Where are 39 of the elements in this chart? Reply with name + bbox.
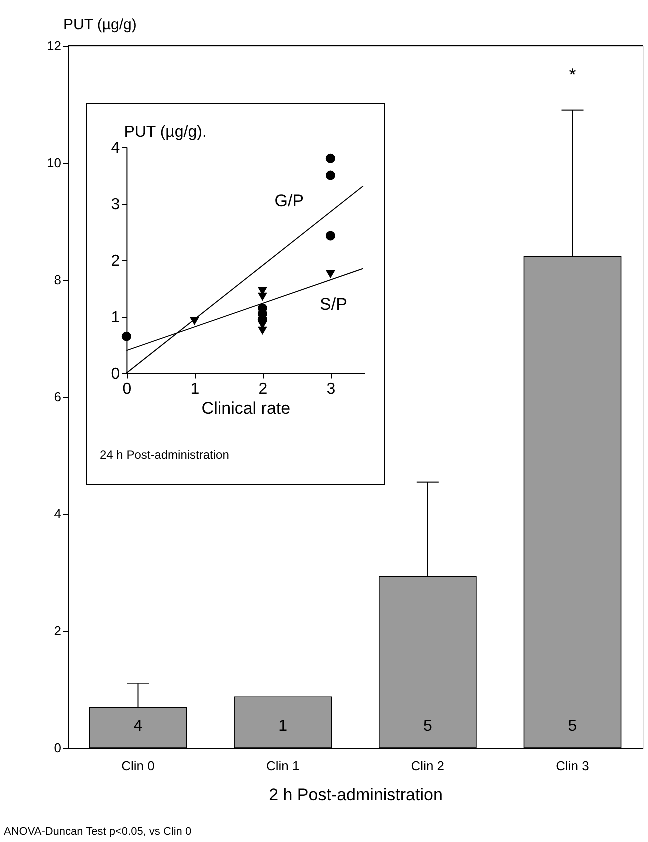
y-tick-label: 4 xyxy=(54,506,62,522)
y-tick-label: 2 xyxy=(54,624,62,638)
y-tick-label: 1 xyxy=(111,309,120,326)
x-tick-label: 2 xyxy=(258,380,268,398)
x-tick-label: Clin 2 xyxy=(411,758,445,774)
x-tick-label: Clin 0 xyxy=(122,758,155,774)
x-tick-label: 1 xyxy=(190,380,200,398)
x-tick-label: Clin 1 xyxy=(266,758,300,774)
annotation: * xyxy=(569,65,576,85)
y-tick-label: 0 xyxy=(111,366,120,383)
series-label: S/P xyxy=(320,295,348,314)
y-tick-label: 10 xyxy=(47,156,62,170)
point xyxy=(326,231,336,241)
annotation: 5 xyxy=(568,718,578,735)
y-tick-label: 12 xyxy=(47,38,62,54)
x-axis-title: 2 h Post-administration xyxy=(269,786,443,804)
y-tick-label: 8 xyxy=(54,272,62,288)
annotation: 5 xyxy=(423,718,432,735)
x-tick-label: 0 xyxy=(122,380,132,398)
x-tick-label: 3 xyxy=(326,380,336,398)
annotation: 24 h Post-administration xyxy=(100,448,230,462)
point xyxy=(258,326,268,336)
point xyxy=(326,270,336,279)
series-label: G/P xyxy=(274,192,304,211)
annotation: 4 xyxy=(134,718,143,735)
point xyxy=(326,170,336,180)
y-tick-label: 3 xyxy=(111,196,120,214)
point xyxy=(326,154,336,164)
point xyxy=(258,292,268,302)
x-tick-label: Clin 3 xyxy=(556,758,590,774)
annotation: 1 xyxy=(278,718,288,735)
y-tick-label: 0 xyxy=(54,740,62,756)
text: ANOVA-Duncan Test p<0.05, vs Clin 0 xyxy=(4,826,192,838)
y-tick-label: 4 xyxy=(111,140,120,157)
y-tick-label: 6 xyxy=(54,390,62,404)
y-tick-label: 2 xyxy=(111,252,120,270)
x-axis-title: Clinical rate xyxy=(202,398,291,418)
y-axis-title: PUT (µg/g). xyxy=(124,124,207,141)
y-axis-title: PUT (µg/g) xyxy=(64,16,137,34)
